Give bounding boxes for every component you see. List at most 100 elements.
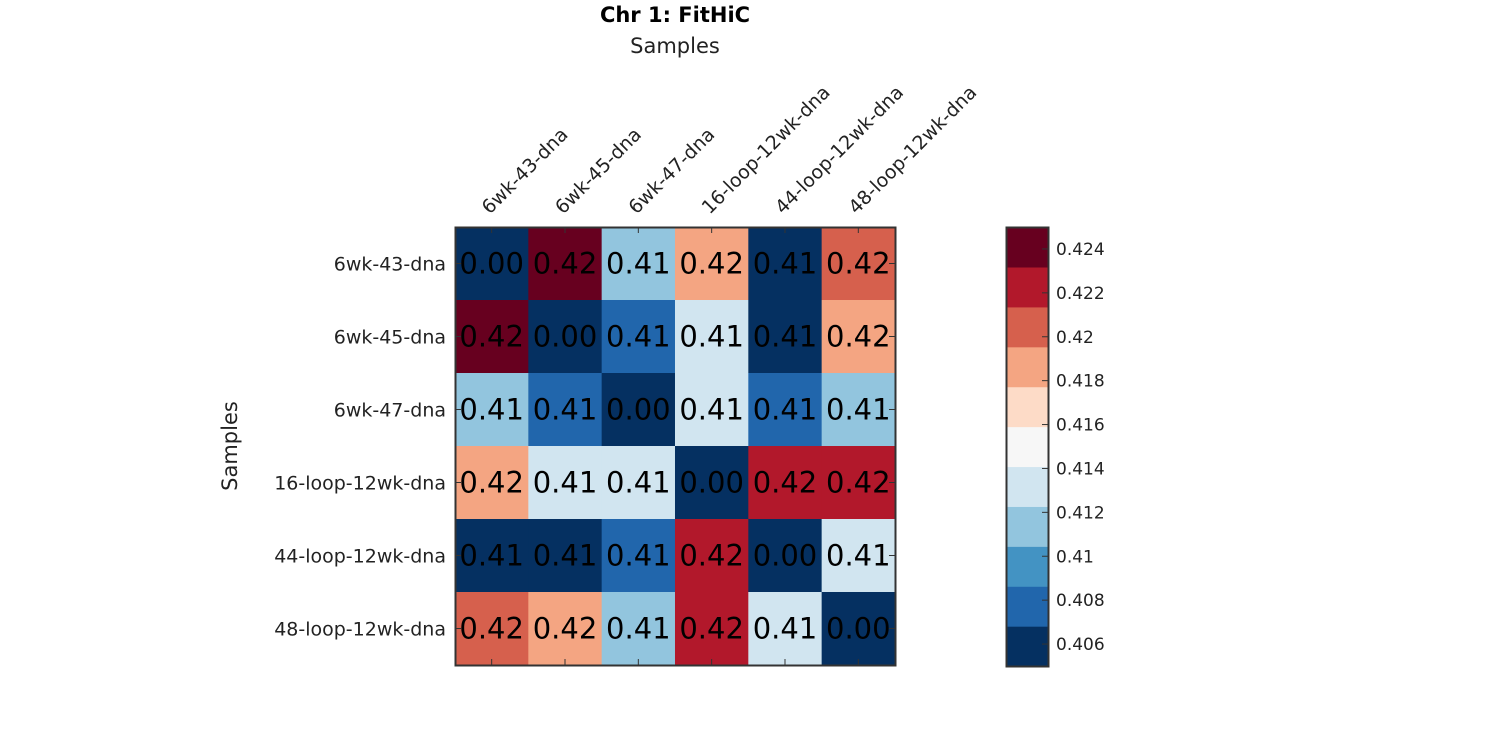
colorbar-tick-label: 0.408 <box>1056 591 1105 611</box>
cell-value-label: 0.41 <box>606 320 671 354</box>
colorbar-segment <box>1006 546 1048 587</box>
cell-value-label: 0.41 <box>533 539 598 573</box>
y-tick-label: 16-loop-12wk-dna <box>274 473 446 495</box>
heatmap-cell <box>674 592 749 666</box>
heatmap-cell <box>455 592 529 666</box>
colorbar-tick-label: 0.412 <box>1056 503 1105 523</box>
cell-value-label: 0.41 <box>679 320 744 354</box>
cell-value-label: 0.41 <box>606 539 671 573</box>
colorbar-segment <box>1006 386 1048 428</box>
cell-value-label: 0.41 <box>679 393 744 427</box>
x-tick-labels: 6wk-43-dna6wk-45-dna6wk-47-dna16-loop-12… <box>478 81 982 218</box>
cell-value-label: 0.42 <box>826 320 891 354</box>
heatmap-cell <box>601 300 676 374</box>
cell-value-label: 0.41 <box>606 247 671 281</box>
colorbar-segment <box>1006 506 1048 547</box>
cell-value-label: 0.42 <box>459 320 524 354</box>
heatmap-cell <box>601 373 676 447</box>
heatmap-cell <box>821 373 896 447</box>
colorbar-tick-label: 0.414 <box>1056 459 1105 479</box>
x-tick-label: 48-loop-12wk-dna <box>844 81 981 218</box>
y-tick-label: 48-loop-12wk-dna <box>274 619 446 641</box>
cell-value-label: 0.41 <box>459 539 524 573</box>
cell-value-label: 0.41 <box>753 320 818 354</box>
heatmap-cells <box>455 227 896 666</box>
heatmap-cell <box>455 227 529 301</box>
heatmap-cell <box>601 227 676 301</box>
y-tick-labels: 6wk-43-dna 6wk-45-dna 6wk-47-dna 16-loop-12… <box>274 254 446 641</box>
colorbar-segment <box>1006 266 1048 308</box>
cell-value-label: 0.00 <box>753 539 818 573</box>
colorbar-tick-label: 0.42 <box>1056 328 1094 348</box>
cell-value-label: 0.42 <box>679 612 744 646</box>
chart-title: Chr 1: FitHiC <box>600 3 750 27</box>
cell-value-label: 0.00 <box>459 247 524 281</box>
y-tick-label: 6wk-43-dna <box>334 254 446 276</box>
y-tick-label: 6wk-47-dna <box>334 400 446 422</box>
cell-value-label: 0.42 <box>533 247 598 281</box>
x-tick-label: 44-loop-12wk-dna <box>771 81 908 218</box>
heatmap-cell <box>528 300 603 374</box>
heatmap-cell <box>528 592 603 666</box>
cell-value-label: 0.00 <box>606 393 671 427</box>
cell-value-label: 0.41 <box>826 393 891 427</box>
cell-value-label: 0.00 <box>826 612 891 646</box>
heatmap-cell-labels: 0.00 0.42 0.41 0.42 0.41 0.420.42 0.00 0.41 0.41… <box>459 247 890 646</box>
y-axis-label: Samples <box>218 401 242 491</box>
x-tick-label: 16-loop-12wk-dna <box>698 81 835 218</box>
heatmap-cell <box>748 592 823 666</box>
heatmap-cell <box>601 592 676 666</box>
heatmap-cell <box>821 592 896 666</box>
cell-value-label: 0.00 <box>533 320 598 354</box>
colorbar-tick-label: 0.424 <box>1056 240 1105 260</box>
cell-value-label: 0.41 <box>753 393 818 427</box>
heatmap-cell <box>748 446 823 520</box>
heatmap-cell <box>528 446 603 520</box>
cell-value-label: 0.42 <box>826 466 891 500</box>
heatmap-cell <box>601 446 676 520</box>
heatmap-cell <box>821 227 896 301</box>
cell-value-label: 0.42 <box>753 466 818 500</box>
heatmap-frame <box>454 226 897 667</box>
colorbar-segment <box>1006 586 1048 627</box>
cell-value-label: 0.41 <box>606 466 671 500</box>
heatmap-cell <box>601 519 676 593</box>
colorbar-segment <box>1006 227 1048 268</box>
cell-value-label: 0.41 <box>606 612 671 646</box>
cell-value-label: 0.42 <box>679 539 744 573</box>
y-tick-label: 44-loop-12wk-dna <box>274 546 446 568</box>
cell-value-label: 0.42 <box>826 247 891 281</box>
cell-value-label: 0.41 <box>533 393 598 427</box>
heatmap-cell <box>455 519 529 593</box>
heatmap-cell <box>821 300 896 374</box>
heatmap-cell <box>821 519 896 593</box>
cell-value-label: 0.41 <box>826 539 891 573</box>
heatmap-cell <box>748 373 823 447</box>
cell-value-label: 0.41 <box>753 247 818 281</box>
colorbar-tick-label: 0.422 <box>1056 284 1105 304</box>
colorbar-segment <box>1006 466 1048 507</box>
cell-value-label: 0.41 <box>753 612 818 646</box>
cell-value-label: 0.41 <box>533 466 598 500</box>
colorbar-tick-label: 0.416 <box>1056 416 1105 436</box>
colorbar-frame <box>1005 226 1050 668</box>
heatmap-cell <box>674 446 749 520</box>
colorbar-segment <box>1006 306 1048 348</box>
heatmap-cell <box>455 300 529 374</box>
cell-value-label: 0.42 <box>459 612 524 646</box>
heatmap-cell <box>455 373 529 447</box>
y-tick-label: 6wk-45-dna <box>334 327 446 349</box>
colorbar-segment <box>1006 426 1048 468</box>
heatmap-cell <box>528 373 603 447</box>
colorbar: 0.424 0.422 0.42 0.418 0.416 0.414 0.412 0.41 0.… <box>1005 226 1105 668</box>
x-axis-label: Samples <box>630 34 720 58</box>
cell-value-label: 0.42 <box>533 612 598 646</box>
cell-value-label: 0.41 <box>459 393 524 427</box>
colorbar-tick-label: 0.418 <box>1056 372 1105 392</box>
colorbar-segment <box>1006 626 1048 667</box>
heatmap-cell <box>821 446 896 520</box>
heatmap-cell <box>528 519 603 593</box>
heatmap-cell <box>748 519 823 593</box>
cell-value-label: 0.00 <box>679 466 744 500</box>
